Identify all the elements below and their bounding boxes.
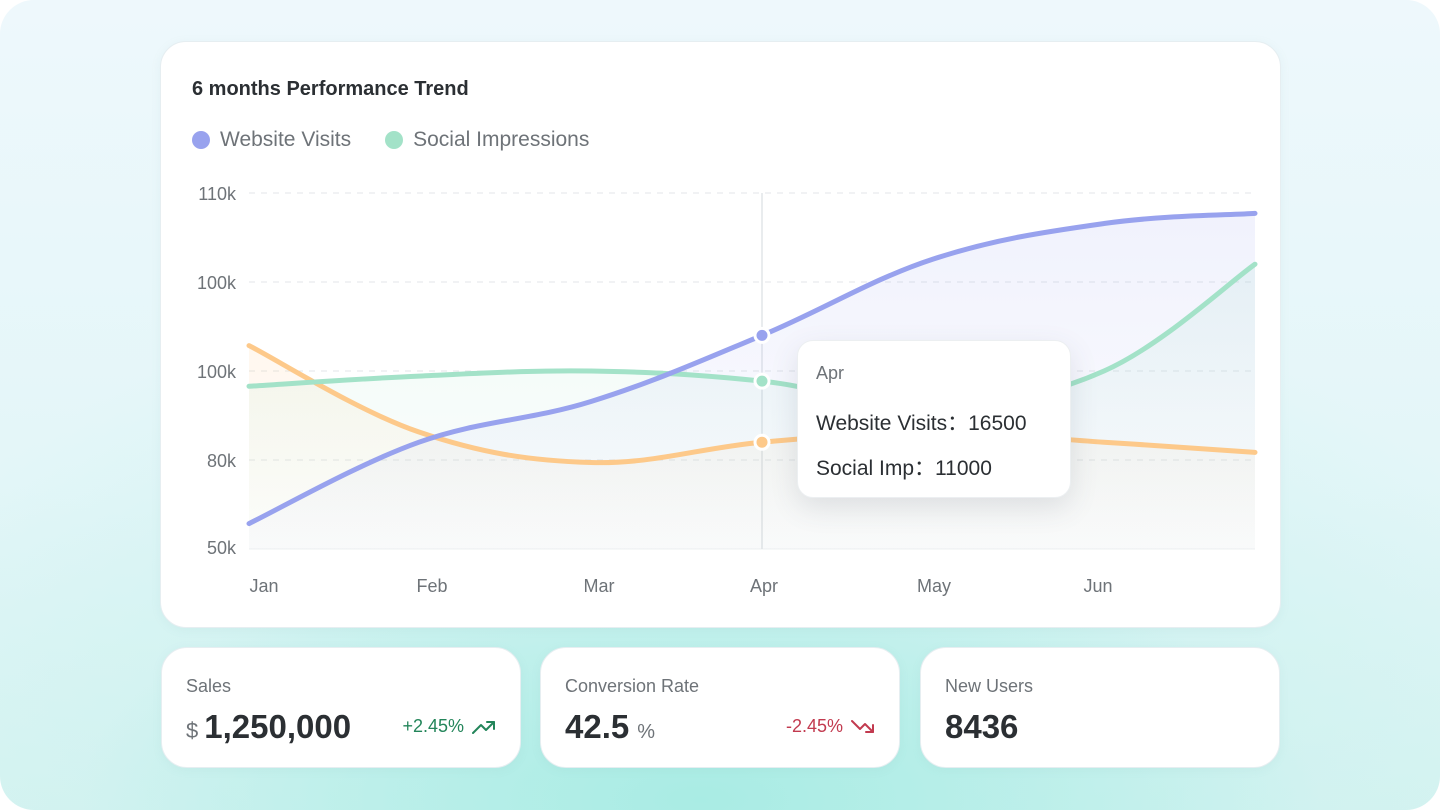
conversion-change: -2.45%: [786, 716, 875, 737]
x-tick-label: Jun: [1083, 576, 1112, 596]
y-tick-label: 80k: [207, 451, 237, 471]
x-tick-label: Jan: [249, 576, 278, 596]
tooltip-social-impressions: Social Imp：11000: [816, 457, 992, 480]
sales-value-row: $ 1,250,000: [186, 708, 351, 746]
conversion-rate-label: Conversion Rate: [565, 676, 700, 696]
website-visits-dot-icon: [192, 131, 210, 149]
conversion-value-row: 42.5 %: [565, 708, 655, 746]
y-tick-label: 110k: [198, 184, 237, 204]
conversion-rate-card[interactable]: Conversion Rate 42.5 % -2.45%: [540, 647, 900, 768]
percent-sign: %: [637, 721, 656, 743]
orange-series-highlight-point: [753, 433, 771, 451]
tooltip-month: Apr: [816, 363, 845, 383]
conversion-change-value: -2.45%: [785, 716, 843, 736]
social-impressions-highlight-point: [753, 372, 771, 390]
new-users-label: New Users: [945, 676, 1034, 696]
y-tick-label: 100k: [197, 273, 237, 293]
performance-trend-card: 6 months Performance Trend Website Visit…: [160, 41, 1281, 628]
legend-label: Social Impressions: [413, 128, 590, 151]
sales-card[interactable]: Sales $ 1,250,000 +2.45%: [161, 647, 521, 768]
sales-change-value: +2.45%: [402, 716, 464, 736]
legend-item-website-visits[interactable]: Website Visits: [192, 128, 351, 152]
website-visits-highlight-point: [753, 326, 771, 344]
new-users-value: 8436: [945, 708, 1019, 745]
chart-tooltip: Apr Website Visits：16500 Social Imp：1100…: [797, 340, 1071, 498]
social-impressions-dot-icon: [385, 131, 404, 149]
legend-label: Website Visits: [220, 128, 352, 151]
tooltip-website-visits: Website Visits：16500: [816, 412, 1027, 435]
sales-change: +2.45%: [402, 716, 496, 737]
x-tick-label: Apr: [750, 576, 778, 596]
line-chart[interactable]: 110k 100k 100k 80k 50k Jan Feb Mar Apr May Jun: [161, 42, 1280, 627]
sales-value: 1,250,000: [204, 708, 352, 745]
currency-symbol: $: [186, 718, 199, 743]
legend-item-social-impressions[interactable]: Social Impressions: [385, 128, 589, 152]
y-tick-label: 100k: [197, 362, 237, 382]
x-tick-label: Feb: [416, 576, 447, 596]
new-users-card[interactable]: New Users 8436: [920, 647, 1280, 768]
trend-up-icon: [472, 720, 495, 734]
sales-label: Sales: [186, 676, 232, 696]
new-users-value-row: 8436: [945, 708, 1018, 746]
chart-legend: Website Visits Social Impressions: [192, 128, 589, 152]
x-tick-label: Mar: [584, 576, 615, 596]
x-tick-label: May: [917, 576, 951, 596]
conversion-rate-value: 42.5: [565, 708, 630, 745]
chart-title: 6 months Performance Trend: [192, 78, 469, 100]
trend-down-icon: [851, 719, 874, 733]
y-tick-label: 50k: [207, 538, 237, 558]
